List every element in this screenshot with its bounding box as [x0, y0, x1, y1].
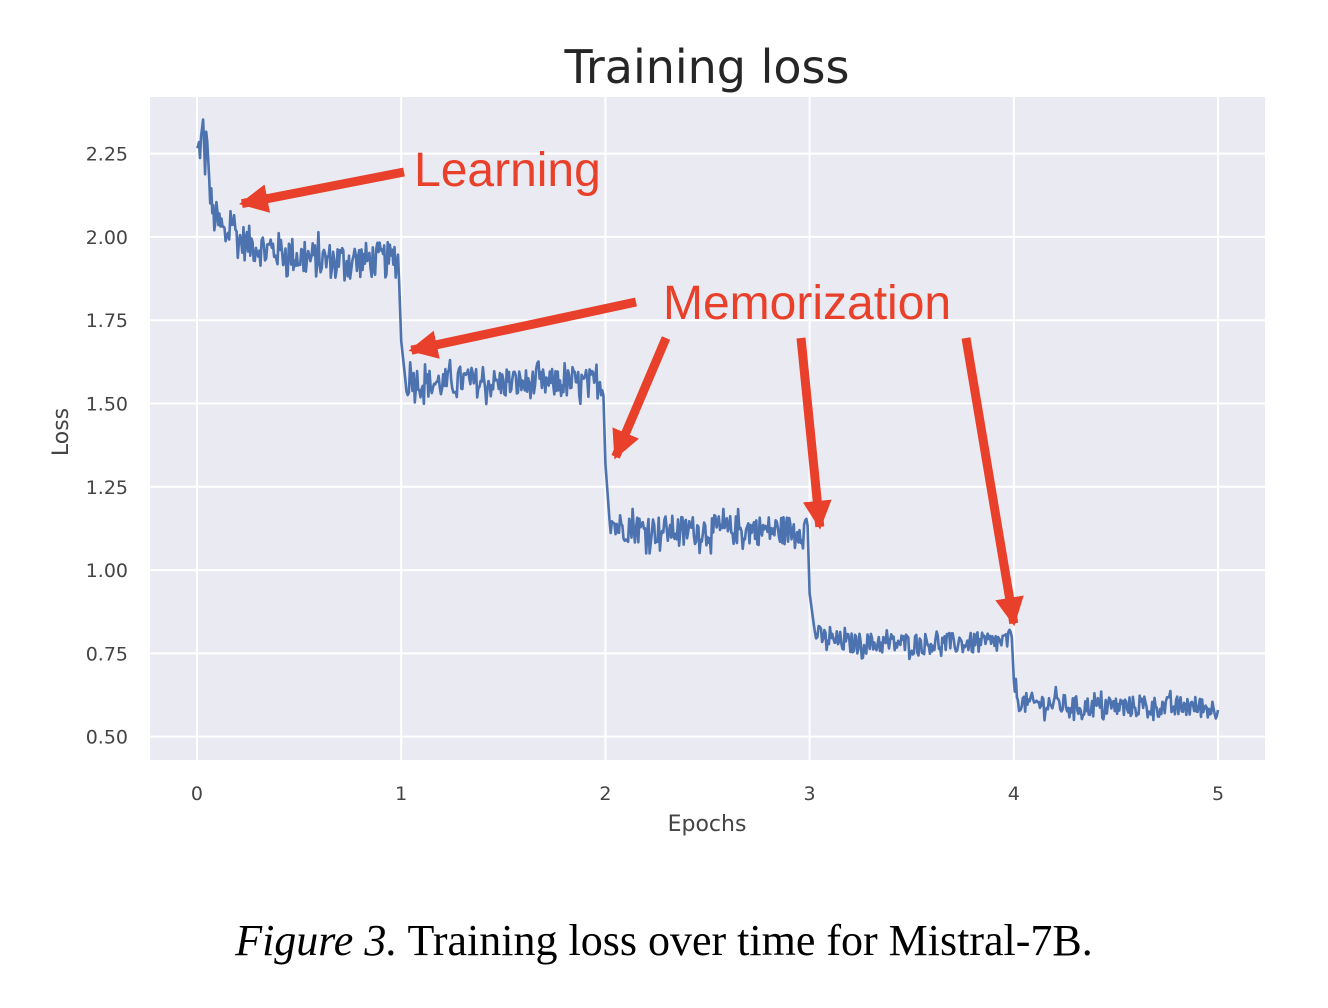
y-tick-label: 1.25 [86, 477, 128, 499]
annotation-memorization-label: Memorization [663, 277, 951, 330]
x-tick-label: 3 [804, 783, 816, 805]
figure-label: Figure 3. [235, 916, 398, 965]
y-tick-labels: 0.50 0.75 1.00 1.25 1.50 1.75 2.00 2.25 [86, 144, 128, 749]
series-line [195, 118, 1220, 722]
chart-title: Training loss [564, 40, 850, 94]
x-tick-label: 1 [395, 783, 407, 805]
x-axis-label: Epochs [668, 812, 747, 837]
grid [150, 97, 1265, 760]
annotations: Learning Memorization [239, 144, 1024, 627]
x-tick-label: 4 [1008, 783, 1020, 805]
y-tick-label: 0.50 [86, 727, 128, 749]
x-tick-label: 0 [191, 783, 203, 805]
plot-background [150, 97, 1265, 760]
annotation-learning-label: Learning [414, 144, 601, 197]
x-tick-label: 5 [1212, 783, 1224, 805]
caption-text: Training loss over time for Mistral-7B. [407, 916, 1093, 965]
annotation-arrow [796, 337, 832, 530]
y-tick-label: 2.00 [86, 227, 128, 249]
figure-caption: Figure 3. Training loss over time for Mi… [0, 915, 1328, 966]
y-tick-label: 1.00 [86, 560, 128, 582]
annotation-arrow [239, 167, 405, 213]
x-tick-labels: 0 1 2 3 4 5 [191, 783, 1224, 805]
x-tick-label: 2 [599, 783, 611, 805]
y-tick-label: 2.25 [86, 144, 128, 166]
annotation-arrow [611, 336, 671, 460]
y-tick-label: 0.75 [86, 643, 128, 665]
y-tick-label: 1.75 [86, 310, 128, 332]
y-axis-label: Loss [49, 408, 74, 456]
y-tick-label: 1.50 [86, 394, 128, 416]
annotation-arrow [961, 337, 1024, 627]
annotation-arrow [408, 297, 637, 359]
